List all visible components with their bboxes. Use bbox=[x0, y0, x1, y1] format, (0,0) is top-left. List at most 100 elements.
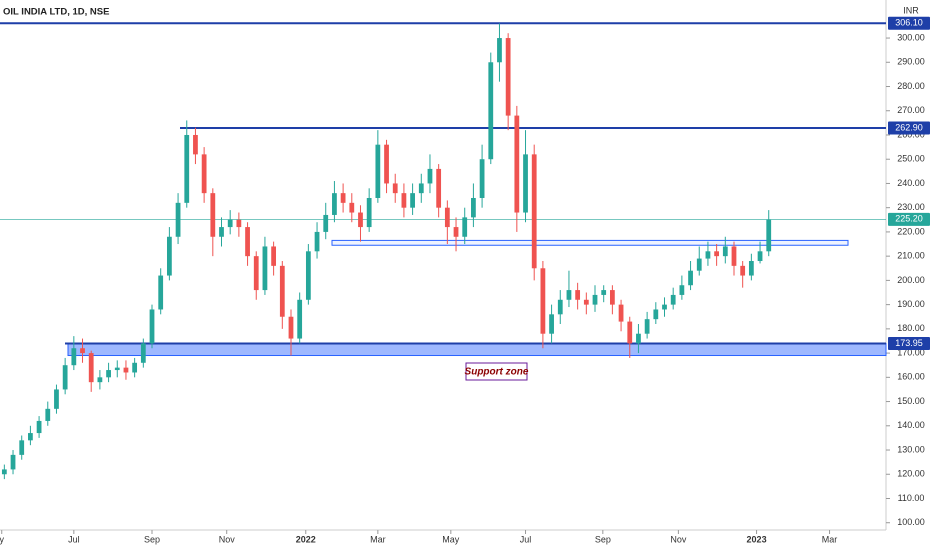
candle-body bbox=[54, 389, 59, 409]
chart-title: OIL INDIA LTD, 1D, NSE bbox=[3, 7, 109, 18]
candle-body bbox=[88, 353, 94, 383]
candle-body bbox=[305, 251, 311, 300]
candle-body bbox=[36, 420, 42, 434]
candle-body bbox=[627, 321, 633, 344]
candle-body bbox=[349, 202, 355, 213]
candle-body bbox=[436, 168, 442, 208]
candle-body bbox=[271, 246, 277, 266]
y-tick-label: 230.00 bbox=[897, 202, 925, 212]
candle-body bbox=[540, 268, 546, 334]
candle-body bbox=[262, 246, 268, 291]
candle-body bbox=[401, 193, 407, 208]
candle-body bbox=[531, 154, 537, 269]
x-tick-label: 2023 bbox=[747, 534, 767, 544]
candle-body bbox=[297, 299, 303, 339]
candle-body bbox=[609, 290, 615, 305]
x-tick-label: Sep bbox=[595, 534, 611, 544]
candle-body bbox=[748, 261, 754, 276]
x-tick-label: Mar bbox=[822, 534, 838, 544]
x-tick-label: 2022 bbox=[296, 534, 316, 544]
candle-body bbox=[106, 370, 111, 378]
candle-body bbox=[253, 256, 259, 291]
candle-body bbox=[384, 144, 389, 184]
annotation: Support zone bbox=[465, 367, 529, 378]
candle-body bbox=[444, 207, 450, 228]
candle-body bbox=[288, 316, 294, 339]
y-tick-label: 250.00 bbox=[897, 154, 925, 164]
y-tick-label: 280.00 bbox=[897, 81, 925, 91]
candle-body bbox=[696, 258, 702, 271]
y-tick-label: 190.00 bbox=[897, 299, 925, 309]
candle-body bbox=[410, 193, 415, 208]
y-tick-label: 160.00 bbox=[897, 372, 925, 382]
candle-body bbox=[583, 299, 589, 305]
candle-body bbox=[62, 365, 68, 390]
candle-body bbox=[453, 227, 459, 237]
candle-body bbox=[227, 219, 233, 228]
candle-body bbox=[279, 265, 285, 317]
candle-body bbox=[549, 314, 554, 334]
candle-body bbox=[618, 304, 624, 322]
x-tick-label: May bbox=[442, 534, 460, 544]
candle-body bbox=[488, 62, 494, 160]
y-tick-label: 170.00 bbox=[897, 347, 925, 357]
x-tick-label: Jul bbox=[520, 534, 532, 544]
candle-body bbox=[166, 236, 172, 276]
candle-body bbox=[158, 275, 164, 310]
x-tick-label: Nov bbox=[219, 534, 236, 544]
currency: INR bbox=[903, 5, 919, 15]
candle-body bbox=[175, 202, 181, 237]
candle-body bbox=[340, 193, 346, 203]
candle-body bbox=[601, 290, 607, 295]
candle-body bbox=[566, 290, 572, 300]
candle-body bbox=[71, 348, 77, 366]
candle-body bbox=[670, 294, 676, 305]
support-zone bbox=[67, 343, 887, 357]
y-tick-label: 140.00 bbox=[897, 420, 925, 430]
y-tick-label: 120.00 bbox=[897, 469, 925, 479]
x-tick-label: Nov bbox=[670, 534, 687, 544]
candle-body bbox=[653, 309, 659, 320]
x-tick-label: Sep bbox=[144, 534, 160, 544]
candle-body bbox=[80, 348, 85, 354]
candle-body bbox=[731, 246, 737, 266]
candle-body bbox=[132, 362, 138, 373]
y-tick-label: 240.00 bbox=[897, 178, 925, 188]
candle-body bbox=[28, 433, 33, 441]
candle-body bbox=[705, 251, 711, 259]
candle-body bbox=[236, 219, 242, 228]
price-badge bbox=[888, 121, 930, 135]
y-tick-label: 200.00 bbox=[897, 275, 925, 285]
y-tick-label: 270.00 bbox=[897, 105, 925, 115]
candle-body bbox=[714, 251, 720, 257]
candle-body bbox=[557, 299, 563, 315]
candle-body bbox=[19, 440, 25, 455]
candle-body bbox=[97, 377, 103, 383]
x-tick-label: Jul bbox=[68, 534, 80, 544]
y-tick-label: 300.00 bbox=[897, 32, 925, 42]
y-tick-label: 290.00 bbox=[897, 57, 925, 67]
candle-body bbox=[757, 251, 763, 262]
candle-body bbox=[644, 319, 650, 334]
candle-body bbox=[193, 134, 198, 155]
candle-body bbox=[766, 219, 772, 252]
candle-body bbox=[392, 183, 398, 194]
candle-body bbox=[45, 408, 51, 421]
candle-body bbox=[219, 227, 224, 237]
support-zone bbox=[331, 239, 849, 246]
candle-body bbox=[149, 309, 155, 344]
candle-body bbox=[375, 144, 381, 198]
candle-body bbox=[245, 227, 250, 257]
candle-body bbox=[514, 115, 520, 213]
candle-body bbox=[10, 454, 16, 470]
candle-body bbox=[462, 217, 468, 237]
x-tick-label: Mar bbox=[370, 534, 386, 544]
price-badge-label: 173.95 bbox=[895, 338, 923, 348]
y-tick-label: 130.00 bbox=[897, 444, 925, 454]
candle-body bbox=[201, 154, 207, 194]
y-tick-label: 150.00 bbox=[897, 396, 925, 406]
candle-body bbox=[358, 212, 363, 228]
candle-body bbox=[722, 246, 728, 257]
y-tick-label: 110.00 bbox=[898, 493, 925, 503]
price-badge bbox=[888, 212, 930, 226]
